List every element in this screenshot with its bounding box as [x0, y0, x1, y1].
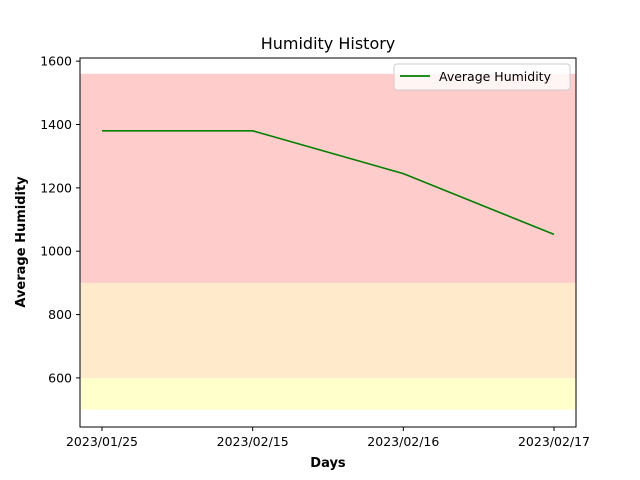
threshold-bands — [80, 73, 576, 410]
y-tick-label: 600 — [48, 370, 72, 385]
y-tick-label: 1600 — [40, 54, 72, 69]
x-tick-label: 2023/02/15 — [217, 434, 289, 449]
y-axis: 600 800 1000 1200 1400 1600 — [40, 54, 80, 385]
x-tick-label: 2023/02/17 — [518, 434, 590, 449]
y-tick-label: 1400 — [40, 117, 72, 132]
x-tick-label: 2023/02/16 — [367, 434, 439, 449]
series-layer — [101, 130, 555, 236]
threshold-band-0 — [80, 377, 576, 410]
x-axis: 2023/01/25 2023/02/15 2023/02/16 2023/02/17 — [66, 427, 590, 449]
chart-title: Humidity History — [261, 34, 396, 53]
x-axis-label: Days — [310, 456, 346, 471]
threshold-band-1 — [80, 282, 576, 378]
legend: Average Humidity — [393, 63, 571, 91]
legend-label-average-humidity: Average Humidity — [439, 69, 552, 84]
y-axis-label: Average Humidity — [14, 176, 29, 308]
y-tick-label: 800 — [48, 307, 72, 322]
plot-frame — [79, 57, 577, 428]
legend-box — [393, 63, 571, 91]
y-tick-label: 1000 — [40, 244, 72, 259]
threshold-band-2 — [80, 73, 576, 283]
series-line-0 — [102, 130, 555, 236]
y-tick-label: 1200 — [40, 180, 72, 195]
x-tick-label: 2023/01/25 — [66, 434, 138, 449]
